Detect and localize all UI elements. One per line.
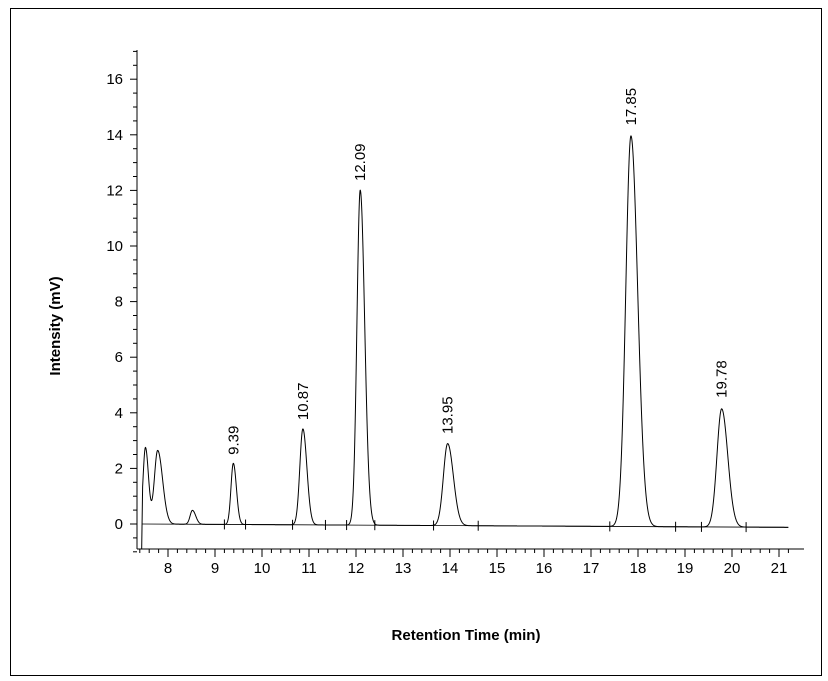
x-tick-label: 16 — [536, 560, 553, 577]
y-tick-label: 2 — [115, 460, 123, 477]
y-tick-label: 12 — [106, 182, 123, 199]
chart-frame — [10, 8, 822, 676]
x-axis-title: Retention Time (min) — [392, 627, 541, 644]
x-tick-label: 14 — [442, 560, 459, 577]
x-tick-label: 11 — [301, 560, 317, 577]
x-tick-label: 19 — [677, 560, 694, 577]
y-tick-label: 16 — [106, 71, 123, 88]
peak-label: 12.09 — [352, 143, 369, 181]
peak-label: 19.78 — [714, 360, 731, 398]
x-tick-label: 21 — [771, 560, 788, 577]
x-tick-label: 13 — [395, 560, 412, 577]
x-tick-label: 20 — [724, 560, 741, 577]
peak-label: 17.85 — [623, 88, 640, 126]
y-axis-title: Intensity (mV) — [47, 276, 64, 375]
plot-area: 0 2 4 6 8 10 12 14 16 8 9 10 11 12 13 14 15 16 17 18 19 20 21 9… — [106, 50, 804, 577]
x-tick-label: 18 — [630, 560, 647, 577]
peak-label: 9.39 — [225, 426, 242, 455]
x-tick-label: 15 — [489, 560, 506, 577]
y-tick-label: 6 — [115, 349, 123, 366]
y-tick-label: 14 — [106, 127, 123, 144]
peak-label: 10.87 — [295, 383, 312, 421]
x-tick-label: 9 — [211, 560, 219, 577]
x-tick-label: 12 — [348, 560, 365, 577]
x-tick-label: 8 — [164, 560, 172, 577]
y-tick-label: 10 — [106, 238, 123, 255]
y-tick-label: 8 — [115, 294, 123, 311]
y-tick-label: 4 — [115, 405, 123, 422]
x-tick-label: 17 — [583, 560, 600, 577]
y-tick-label: 0 — [115, 516, 123, 533]
peak-label: 13.95 — [440, 396, 457, 434]
x-tick-label: 10 — [254, 560, 271, 577]
chromatogram-trace — [141, 135, 789, 550]
